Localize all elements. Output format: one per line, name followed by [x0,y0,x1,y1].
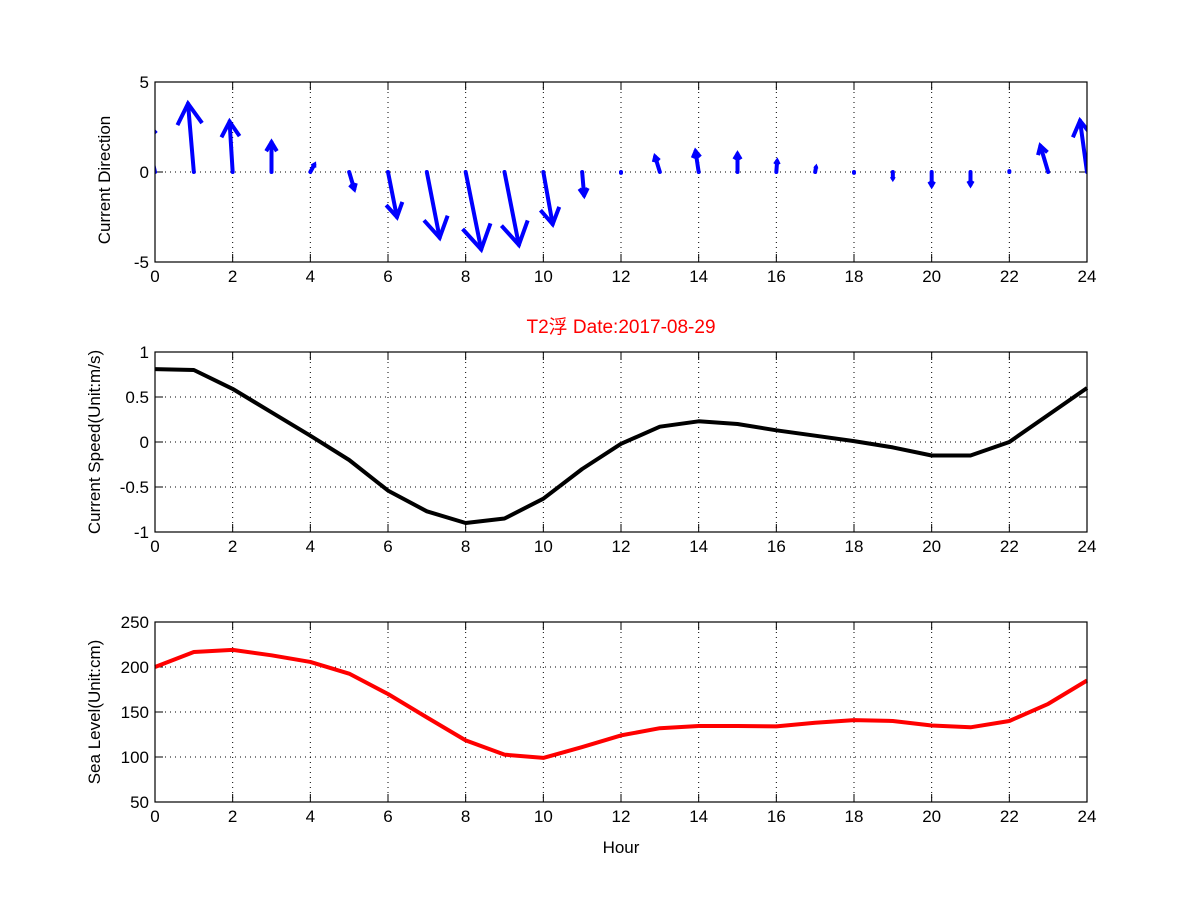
x-tick-label: 4 [306,267,315,286]
y-tick-label: 1 [140,343,149,362]
x-tick-label: 20 [922,267,941,286]
x-tick-label: 0 [150,807,159,826]
x-tick-label: 18 [845,537,864,556]
y-tick-label: 50 [130,793,149,812]
x-tick-label: 24 [1078,807,1097,826]
y-tick-label: -0.5 [120,478,149,497]
x-tick-label: 10 [534,537,553,556]
chart-title: T2浮 Date:2017-08-29 [526,316,715,338]
x-tick-label: 8 [461,537,470,556]
arrow-head [929,181,934,185]
y-tick-label: 100 [121,748,149,767]
x-tick-label: 2 [228,267,237,286]
x-tick-label: 14 [689,807,708,826]
x-tick-label: 22 [1000,267,1019,286]
y-tick-label: 5 [140,73,149,92]
y-tick-label: -5 [134,253,149,272]
x-tick-label: 12 [612,807,631,826]
x-tick-label: 22 [1000,537,1019,556]
x-tick-label: 10 [534,807,553,826]
arrow [968,172,973,185]
y-tick-label: 200 [121,658,149,677]
arrow-head [968,181,973,185]
x-tick-label: 20 [922,537,941,556]
x-tick-label: 2 [228,537,237,556]
x-tick-label: 2 [228,807,237,826]
x-tick-label: 0 [150,537,159,556]
x-tick-label: 12 [612,267,631,286]
x-tick-label: 16 [767,537,786,556]
x-tick-label: 4 [306,537,315,556]
x-tick-label: 16 [767,807,786,826]
x-tick-label: 8 [461,267,470,286]
y-axis-label-direction: Current Direction [95,116,114,245]
x-tick-label: 12 [612,537,631,556]
arrow [929,172,934,186]
y-tick-label: 0 [140,163,149,182]
x-tick-label: 4 [306,807,315,826]
x-tick-label: 22 [1000,807,1019,826]
x-tick-label: 20 [922,807,941,826]
x-tick-label: 0 [150,267,159,286]
x-tick-label: 6 [383,807,392,826]
x-tick-label: 10 [534,267,553,286]
arrow [815,168,817,173]
x-tick-label: 24 [1078,267,1097,286]
x-tick-label: 14 [689,267,708,286]
arrow-head [815,168,817,169]
x-tick-label: 8 [461,807,470,826]
x-tick-label: 18 [845,807,864,826]
x-tick-label: 18 [845,267,864,286]
arrow-head [892,176,894,178]
x-tick-label: 14 [689,537,708,556]
x-axis-label: Hour [603,838,640,857]
y-tick-label: 0 [140,433,149,452]
arrow [775,161,779,172]
y-tick-label: 250 [121,613,149,632]
arrow [892,172,894,178]
arrow-head [775,161,779,164]
y-tick-label: 0.5 [125,388,149,407]
y-tick-label: -1 [134,523,149,542]
y-axis-label-speed: Current Speed(Unit:m/s) [85,350,104,534]
x-tick-label: 6 [383,537,392,556]
y-axis-label-sea-level: Sea Level(Unit:cm) [85,640,104,785]
y-tick-label: 150 [121,703,149,722]
x-tick-label: 6 [383,267,392,286]
x-tick-label: 24 [1078,537,1097,556]
x-tick-label: 16 [767,267,786,286]
